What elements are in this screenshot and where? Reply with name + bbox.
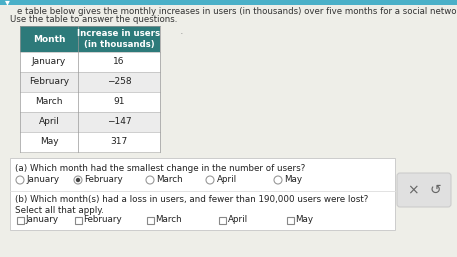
FancyBboxPatch shape	[20, 92, 160, 112]
Text: April: April	[228, 216, 248, 225]
FancyBboxPatch shape	[16, 216, 23, 224]
Text: March: March	[155, 216, 182, 225]
Text: Month: Month	[33, 34, 65, 43]
Text: −258: −258	[106, 78, 131, 87]
FancyBboxPatch shape	[0, 0, 457, 5]
FancyBboxPatch shape	[218, 216, 225, 224]
Text: (b) Which month(s) had a loss in users, and fewer than 190,000 users were lost?: (b) Which month(s) had a loss in users, …	[15, 195, 368, 204]
Text: January: January	[27, 176, 59, 185]
FancyBboxPatch shape	[147, 216, 154, 224]
Text: ×: ×	[407, 183, 419, 197]
Text: (a) Which month had the smallest change in the number of users?: (a) Which month had the smallest change …	[15, 164, 305, 173]
Circle shape	[76, 178, 80, 182]
FancyBboxPatch shape	[20, 26, 160, 52]
FancyBboxPatch shape	[397, 173, 451, 207]
Text: May: May	[40, 137, 58, 146]
FancyBboxPatch shape	[74, 216, 81, 224]
Text: Use the table to answer the questions.: Use the table to answer the questions.	[10, 15, 177, 24]
Text: −147: −147	[106, 117, 131, 126]
FancyBboxPatch shape	[287, 216, 293, 224]
Text: May: May	[296, 216, 314, 225]
Text: Increase in users
(in thousands): Increase in users (in thousands)	[77, 29, 160, 49]
Text: February: February	[29, 78, 69, 87]
Text: e table below gives the monthly increases in users (in thousands) over five mont: e table below gives the monthly increase…	[17, 6, 457, 15]
Text: February: February	[84, 216, 122, 225]
FancyBboxPatch shape	[10, 158, 395, 230]
Text: January: January	[26, 216, 58, 225]
Text: 16: 16	[113, 58, 125, 67]
Text: March: March	[156, 176, 183, 185]
Text: .: .	[180, 26, 184, 36]
Text: January: January	[32, 58, 66, 67]
Text: April: April	[217, 176, 237, 185]
FancyBboxPatch shape	[20, 112, 160, 132]
Text: May: May	[285, 176, 303, 185]
Text: ↺: ↺	[429, 183, 441, 197]
Text: March: March	[35, 97, 63, 106]
Text: 317: 317	[111, 137, 128, 146]
FancyBboxPatch shape	[20, 72, 160, 92]
FancyBboxPatch shape	[20, 132, 160, 152]
FancyBboxPatch shape	[20, 52, 160, 72]
Text: April: April	[38, 117, 59, 126]
Text: Select all that apply.: Select all that apply.	[15, 206, 104, 215]
Text: 91: 91	[113, 97, 125, 106]
Text: February: February	[85, 176, 123, 185]
Text: ▾: ▾	[5, 0, 10, 7]
